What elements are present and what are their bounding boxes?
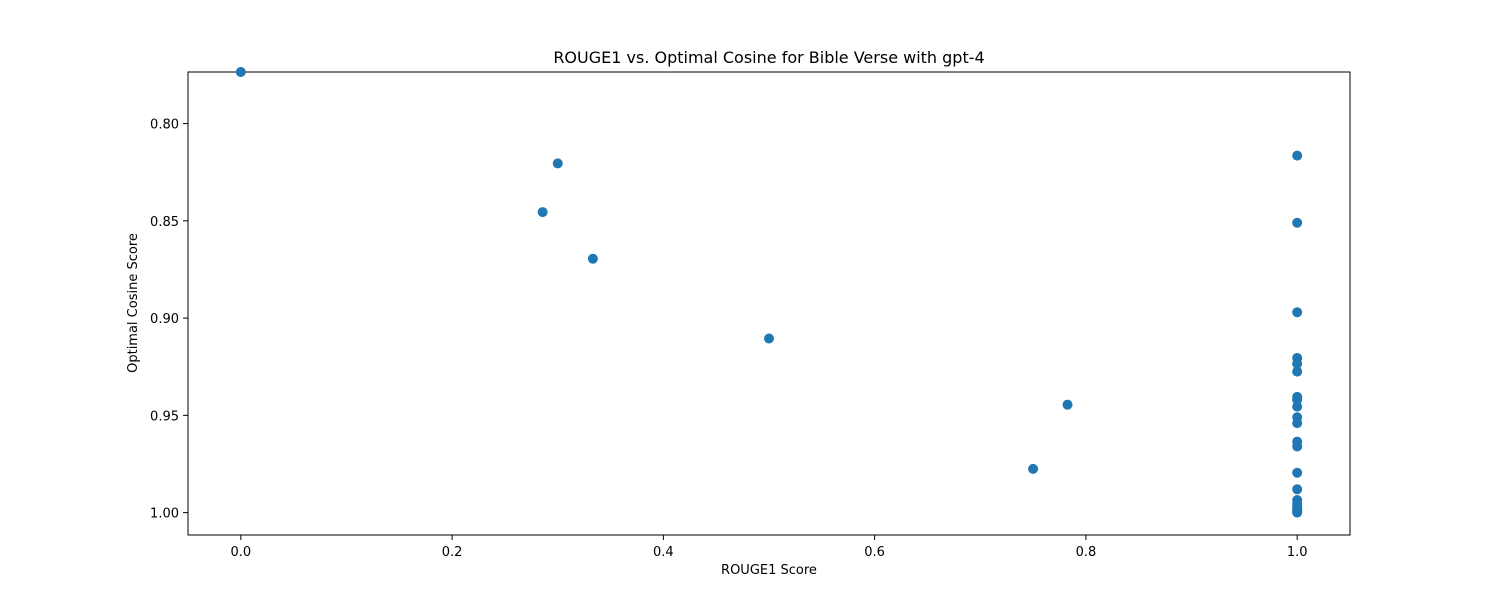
scatter-point [1292, 217, 1303, 228]
scatter-point [1292, 358, 1303, 369]
x-axis-label: ROUGE1 Score [721, 563, 817, 578]
y-axis-ticks: 0.80 0.85 0.90 0.95 1.00 [150, 118, 188, 522]
scatter-point [1062, 399, 1073, 410]
scatter-point [1292, 366, 1303, 377]
scatter-point [1028, 463, 1039, 474]
x-tick-label: 0.4 [653, 545, 674, 560]
scatter-point [1292, 150, 1303, 161]
chart-title: ROUGE1 vs. Optimal Cosine for Bible Vers… [553, 48, 984, 67]
x-tick-label: 0.8 [1076, 545, 1097, 560]
scatter-point [1292, 507, 1303, 518]
y-tick-label: 0.90 [150, 312, 179, 327]
x-tick-label: 0.6 [864, 545, 885, 560]
scatter-point [235, 67, 246, 77]
plot-frame [187, 71, 1351, 536]
y-tick-label: 0.85 [150, 215, 179, 230]
y-tick-label: 0.95 [150, 409, 179, 424]
x-tick-label: 0.2 [442, 545, 463, 560]
y-axis-label: Optimal Cosine Score [126, 233, 141, 373]
y-tick-label: 0.80 [150, 118, 179, 133]
scatter-point [552, 158, 563, 169]
scatter-point [1292, 484, 1303, 495]
scatter-point [1292, 418, 1303, 429]
y-tick-label: 1.00 [150, 507, 179, 522]
scatter-point [587, 253, 598, 264]
scatter-point [1292, 401, 1303, 412]
scatter-point [1292, 441, 1303, 452]
data-points [235, 67, 1303, 518]
x-tick-label: 1.0 [1287, 545, 1308, 560]
scatter-point [1292, 467, 1303, 478]
scatter-point [764, 333, 774, 344]
scatter-point [1292, 307, 1303, 318]
x-axis-ticks: 0.0 0.2 0.4 0.6 0.8 1.0 [230, 535, 1308, 560]
x-tick-label: 0.0 [230, 545, 251, 560]
scatter-point [537, 207, 548, 218]
